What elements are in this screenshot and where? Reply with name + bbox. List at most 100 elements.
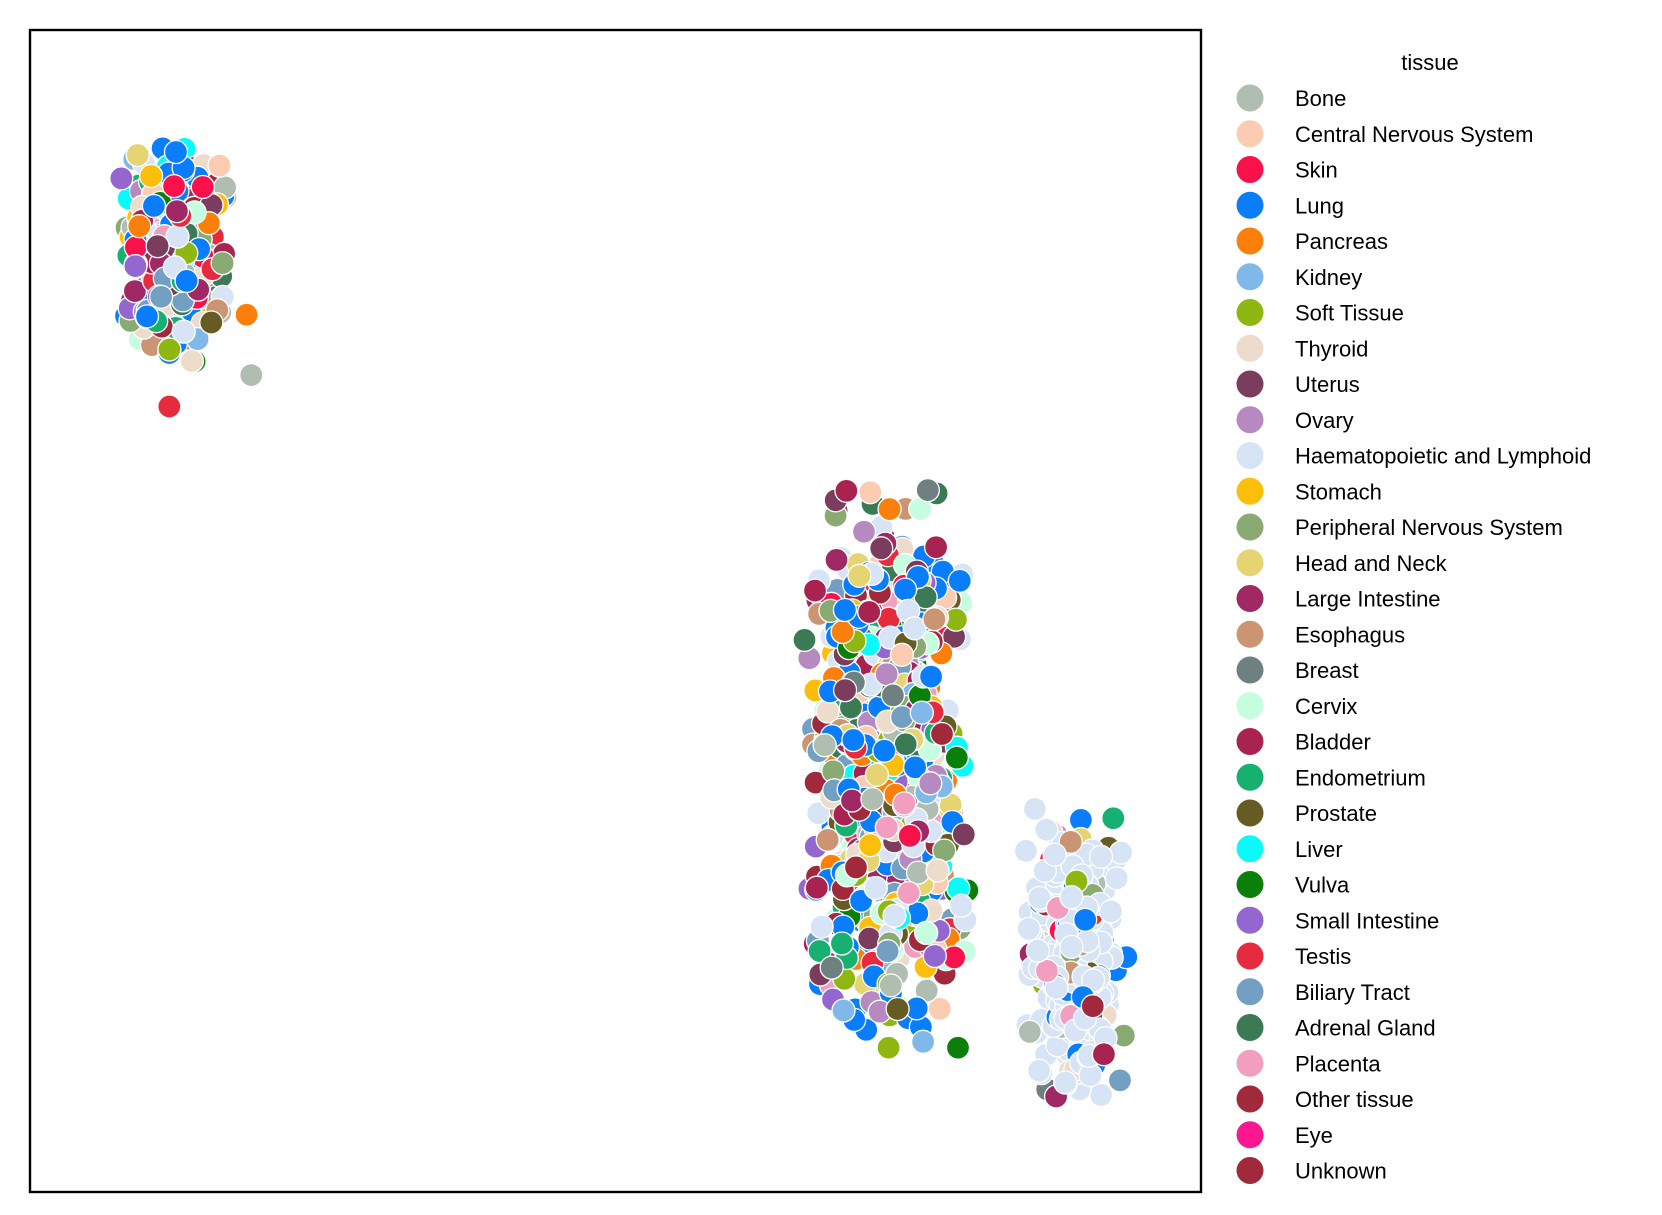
data-point [915, 477, 940, 503]
legend: tissue Bone Central Nervous System Skin Lun… [1236, 50, 1591, 1184]
data-point [922, 607, 947, 632]
data-point [812, 733, 837, 758]
data-point [860, 786, 885, 812]
data-point [125, 142, 150, 168]
data-point [792, 627, 817, 653]
data-point [875, 939, 900, 964]
legend-label: Esophagus [1295, 622, 1405, 647]
legend-label: Biliary Tract [1295, 980, 1410, 1005]
data-point [847, 563, 872, 588]
data-point [234, 302, 259, 327]
legend-label: Kidney [1295, 265, 1362, 290]
data-point [171, 319, 196, 344]
data-point [909, 700, 934, 725]
legend-label: Prostate [1295, 801, 1377, 826]
legend-marker [1236, 1014, 1264, 1041]
data-point [1026, 1058, 1052, 1083]
data-point [157, 394, 182, 419]
data-point [947, 568, 972, 593]
legend-label: Head and Neck [1295, 551, 1448, 576]
data-point [1016, 916, 1041, 941]
data-point [1034, 958, 1060, 984]
legend-marker [1236, 370, 1264, 398]
legend-label: Skin [1295, 158, 1338, 183]
data-point [809, 914, 834, 939]
data-point [1022, 796, 1048, 822]
data-point [141, 193, 167, 219]
data-point [832, 597, 858, 623]
legend-label: Testis [1295, 944, 1351, 969]
data-point [923, 535, 949, 560]
data-point [1091, 1042, 1117, 1067]
data-point [858, 832, 883, 858]
data-point [163, 139, 189, 165]
data-point [872, 738, 897, 763]
data-point [918, 664, 944, 689]
data-point [944, 745, 969, 770]
data-point [902, 616, 927, 641]
data-point [831, 998, 856, 1023]
data-point [1088, 844, 1114, 869]
data-point [829, 931, 855, 956]
legend-label: Cervix [1295, 694, 1357, 719]
legend-label: Bone [1295, 86, 1346, 111]
legend-marker [1236, 84, 1264, 112]
legend-marker [1236, 620, 1264, 648]
data-point [1101, 806, 1126, 831]
legend-marker [1236, 906, 1264, 934]
legend-marker [1236, 585, 1264, 612]
legend-label: Thyroid [1295, 336, 1368, 361]
data-point [925, 858, 950, 883]
data-point [897, 823, 922, 849]
data-point [885, 996, 910, 1022]
data-point [914, 920, 939, 946]
data-point [874, 662, 899, 687]
legend-marker [1236, 120, 1264, 148]
data-point [892, 577, 918, 602]
legend-label: Endometrium [1295, 765, 1426, 790]
legend-marker [1236, 156, 1264, 183]
legend-label: Small Intestine [1295, 908, 1439, 933]
data-point [190, 174, 215, 200]
data-point [1025, 938, 1051, 963]
data-point [179, 348, 205, 374]
data-point [910, 1029, 936, 1054]
data-point [1042, 842, 1067, 867]
legend-label: Large Intestine [1295, 587, 1441, 612]
plot-border [28, 28, 1203, 1194]
data-point [857, 599, 882, 625]
data-points [109, 136, 1139, 1109]
legend-marker [1236, 442, 1264, 469]
data-point [157, 337, 182, 362]
data-point [123, 253, 148, 279]
legend-marker [1236, 263, 1264, 291]
data-point [1080, 994, 1105, 1019]
legend-marker [1236, 1121, 1264, 1149]
legend-label: Central Nervous System [1295, 122, 1533, 147]
legend-marker [1236, 978, 1264, 1006]
legend-label: Other tissue [1295, 1087, 1414, 1112]
legend-label: Bladder [1295, 730, 1371, 755]
data-point [127, 214, 152, 239]
data-point [896, 880, 921, 906]
data-point [122, 278, 148, 304]
data-point [880, 683, 906, 708]
data-point [164, 198, 190, 224]
data-point [877, 496, 902, 522]
legend-marker [1236, 227, 1264, 255]
data-point [1104, 866, 1129, 891]
legend-label: Breast [1295, 658, 1359, 683]
data-point [210, 250, 235, 276]
data-point [832, 677, 858, 703]
legend-label: Stomach [1295, 479, 1382, 504]
data-point [851, 519, 877, 544]
legend-title: tissue [1401, 50, 1458, 75]
data-point [134, 304, 160, 329]
data-point [145, 233, 170, 259]
data-point [148, 284, 174, 309]
data-point [1107, 1068, 1133, 1093]
legend-marker [1236, 656, 1264, 684]
legend-marker [1236, 406, 1264, 434]
data-point [839, 788, 865, 813]
